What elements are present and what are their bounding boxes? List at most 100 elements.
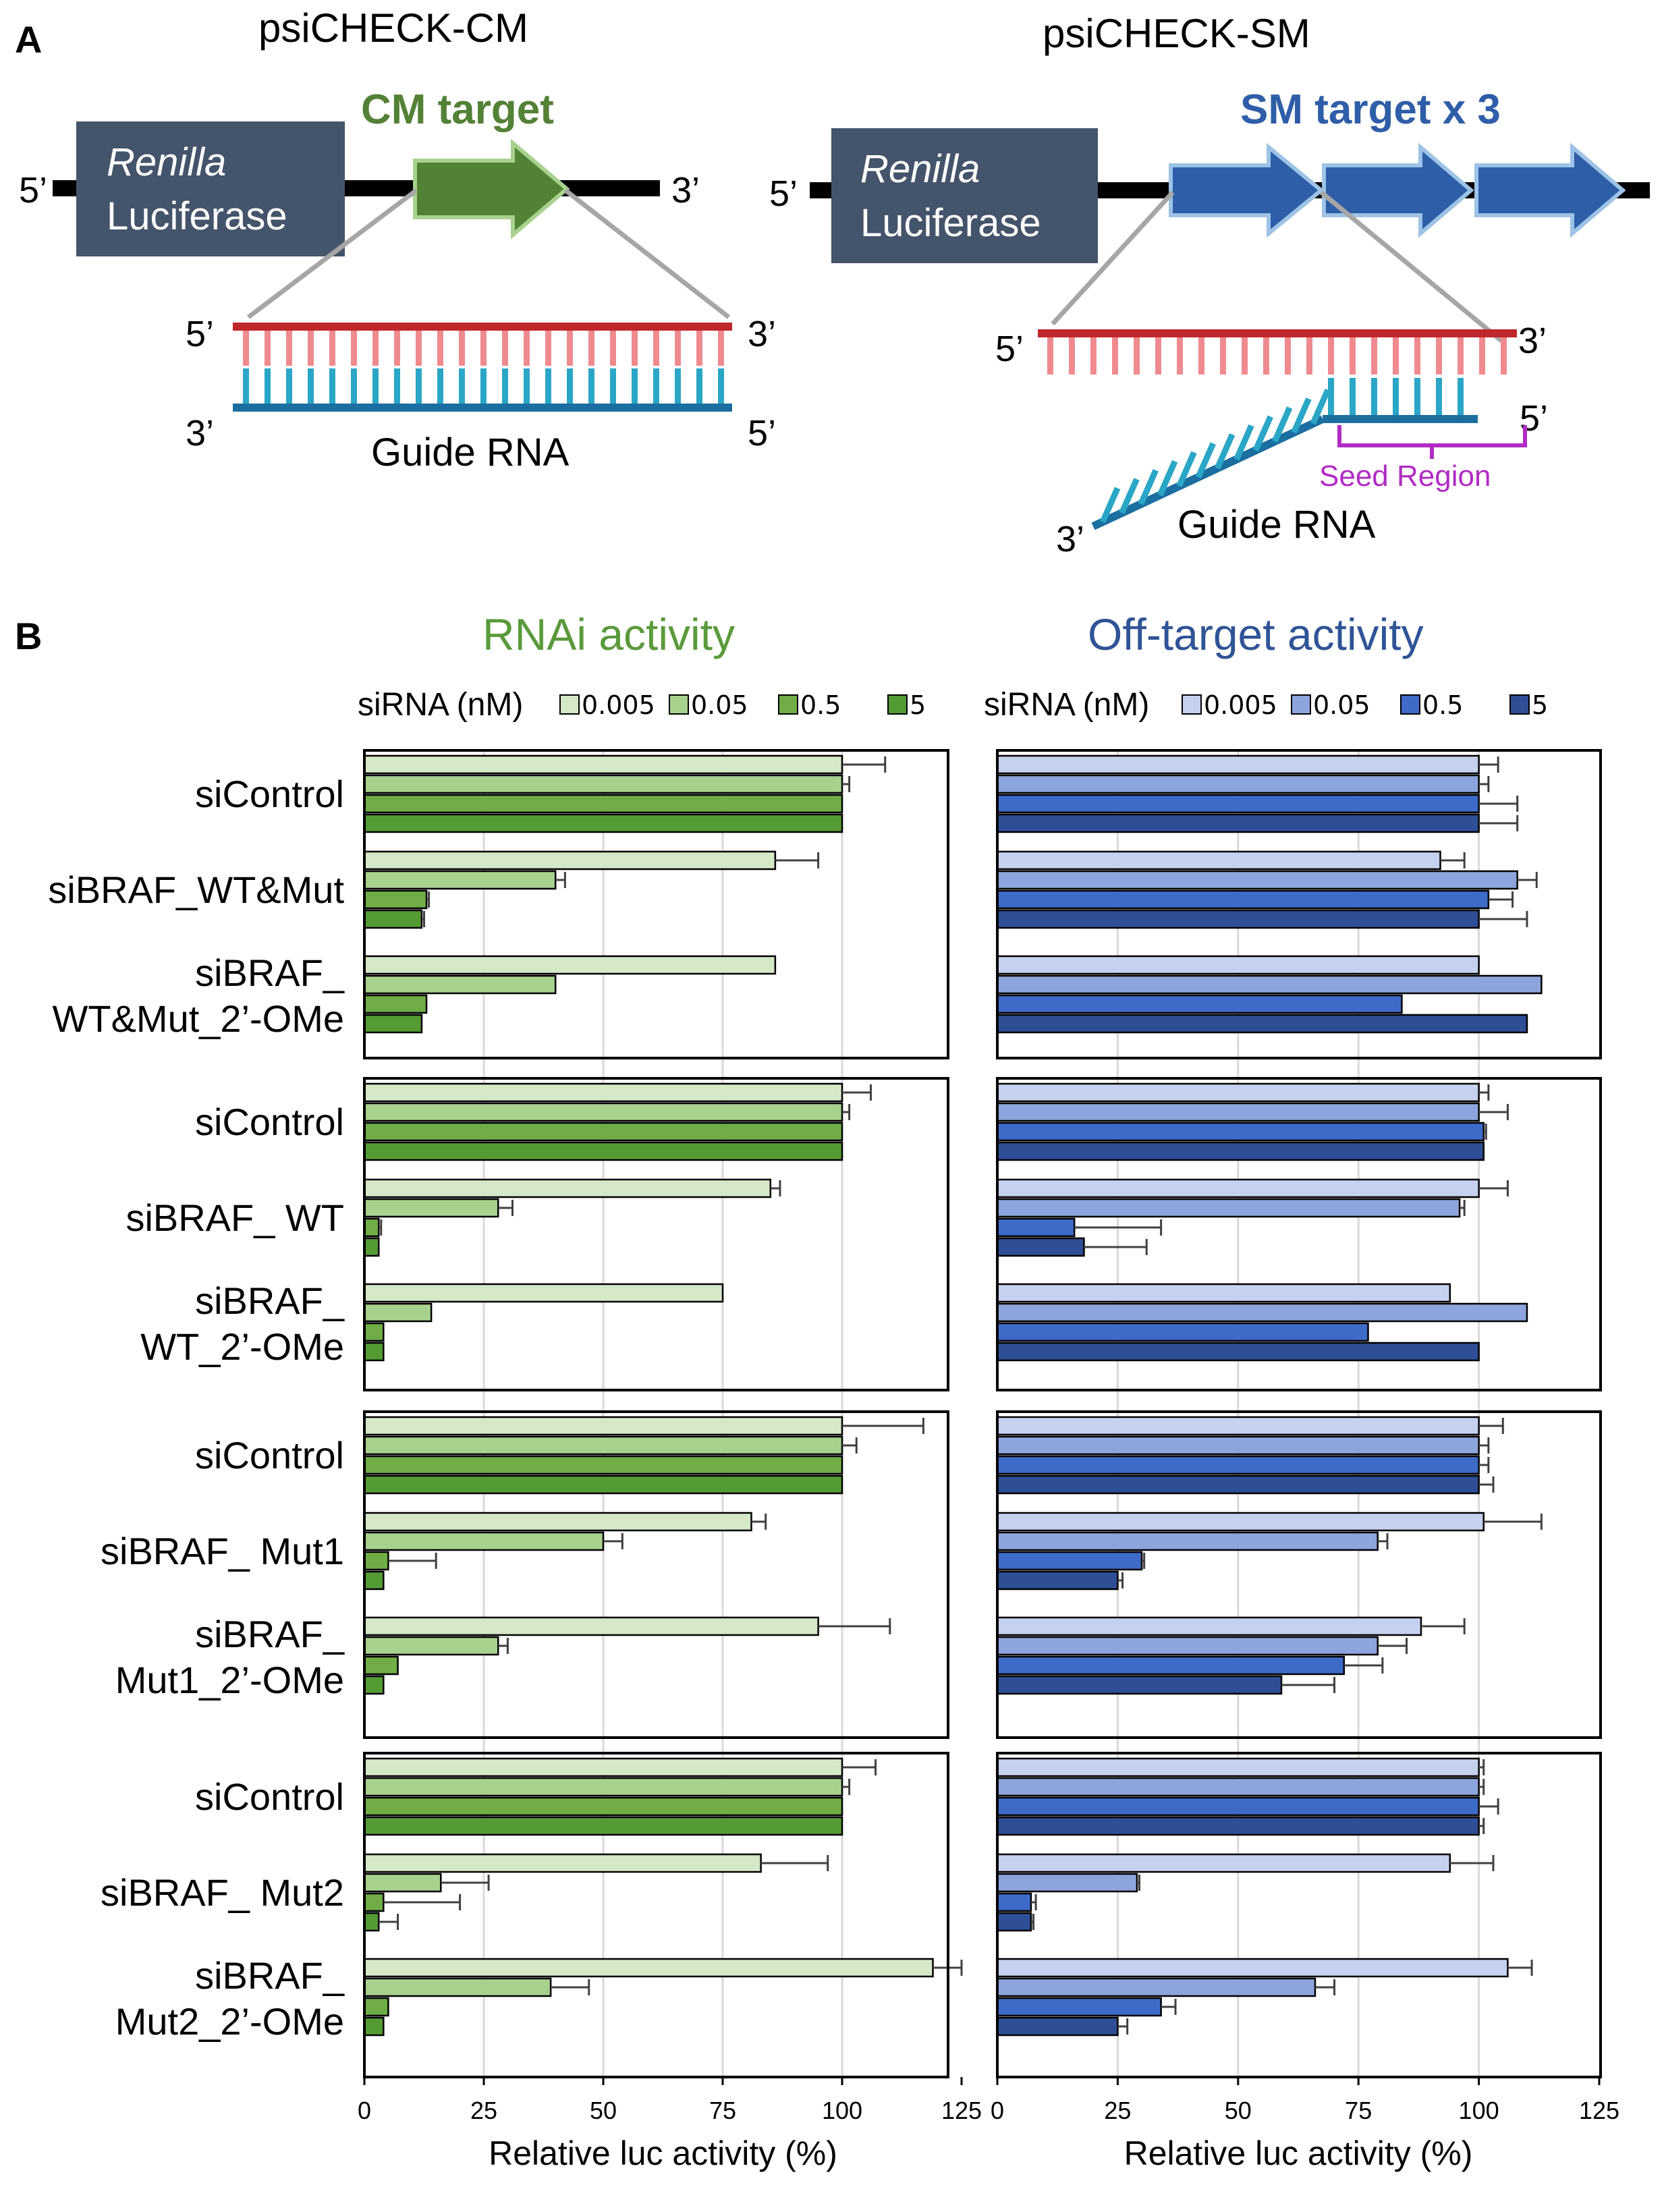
- cm-guide-tooth: [329, 368, 335, 404]
- cm-guide-tooth: [675, 368, 681, 404]
- sm-target-tooth: [1198, 337, 1204, 375]
- legend-swatch: [778, 694, 798, 715]
- cm-guide-tooth: [480, 368, 487, 404]
- bar: [363, 1892, 385, 1912]
- cm-luciferase-italic: Renilla: [107, 140, 226, 184]
- cm-target-label: CM target: [361, 86, 554, 133]
- legend-entry-label: 0.005: [1204, 690, 1277, 720]
- bar: [363, 1302, 433, 1323]
- sm-target-tooth: [1263, 337, 1269, 375]
- cm-guide-tooth: [243, 368, 249, 404]
- cm-guide-tooth: [502, 368, 508, 404]
- bar: [996, 1570, 1119, 1591]
- cm-luciferase-box: [76, 121, 345, 256]
- cm-target-tooth: [567, 331, 573, 366]
- x-tick-label: 25: [470, 2097, 497, 2124]
- cm-guide-tooth: [653, 368, 659, 404]
- bar: [996, 1102, 1480, 1122]
- cm-target-tooth: [632, 331, 638, 366]
- bar: [996, 1636, 1379, 1656]
- x-tick-label: 25: [1104, 2097, 1131, 2124]
- sm-target-tooth: [1501, 337, 1507, 375]
- bar: [363, 1512, 752, 1532]
- chart-title: RNAi activity: [482, 609, 735, 659]
- bar: [996, 1141, 1485, 1161]
- construct-cm: psiCHECK-CM 5’ 3’ Renilla Luciferase CM …: [19, 5, 776, 474]
- cm-duplex-5prime-bottom: 5’: [748, 413, 776, 453]
- x-axis-label: Relative luc activity (%): [489, 2134, 837, 2172]
- off-target-activity-chart: Off-target activity siRNA (nM) 0.005 0.05 0.…: [984, 609, 1619, 2172]
- bar: [363, 1912, 380, 1932]
- bar: [363, 955, 777, 975]
- bar: [996, 1796, 1480, 1817]
- x-tick-label: 125: [1579, 2097, 1619, 2124]
- sm-target-tooth: [1047, 337, 1053, 375]
- bar: [996, 1777, 1480, 1797]
- bar: [996, 1977, 1316, 1997]
- cm-target-tooth: [459, 331, 465, 366]
- sm-target-tooth: [1414, 337, 1420, 375]
- row-label: siBRAF_: [195, 1279, 345, 1322]
- sm-guide-seed-tooth: [1414, 378, 1420, 415]
- cm-target-strand: [233, 323, 732, 331]
- construct-sm-title: psiCHECK-SM: [1043, 11, 1310, 56]
- sm-duplex-5prime-top: 5’: [995, 329, 1024, 369]
- bar: [996, 1958, 1509, 1978]
- cm-backbone-5prime: 5’: [19, 170, 47, 211]
- bar: [996, 1616, 1422, 1636]
- cm-target-arrow-icon: [413, 138, 570, 240]
- sm-target-arrow-icon-1: [1169, 142, 1325, 238]
- bar: [996, 974, 1543, 995]
- sm-luciferase-box: [831, 128, 1098, 263]
- bar: [363, 1636, 499, 1656]
- cm-guide-tooth: [610, 368, 616, 404]
- sm-target-tooth: [1393, 337, 1399, 375]
- sm-guide-seed-tooth: [1393, 378, 1399, 415]
- legend-entry-label: 0.05: [691, 690, 748, 720]
- bar: [996, 1474, 1480, 1495]
- sm-duplex-diagram: [1038, 329, 1517, 530]
- sm-guide-tail-tooth: [1176, 451, 1197, 488]
- sm-target-tooth: [1177, 337, 1183, 375]
- cm-guide-tooth: [394, 368, 400, 404]
- cm-target-tooth: [610, 331, 616, 366]
- bar: [363, 1141, 843, 1161]
- legend-swatch: [1182, 694, 1202, 715]
- group-frame: [363, 749, 949, 1059]
- group-frame: [996, 1077, 1602, 1391]
- bar: [363, 1435, 843, 1456]
- panel-letter-b: B: [15, 615, 42, 657]
- bar: [996, 889, 1490, 910]
- sm-target-tooth: [1458, 337, 1464, 375]
- sm-guide-tail-tooth: [1291, 397, 1312, 434]
- bar: [363, 1958, 934, 1978]
- bar: [996, 994, 1403, 1014]
- sm-target-tooth: [1436, 337, 1442, 375]
- sm-target-strand: [1038, 329, 1517, 337]
- row-label: siBRAF_ Mut1: [101, 1530, 344, 1572]
- bar: [996, 813, 1480, 833]
- bar: [363, 1531, 605, 1551]
- cm-backbone-3prime: 3’: [671, 170, 700, 211]
- bar: [363, 1853, 762, 1873]
- sm-target-tooth: [1069, 337, 1075, 375]
- row-label: siBRAF_ Mut2: [101, 1871, 344, 1914]
- x-tick-label: 100: [1459, 2097, 1499, 2124]
- bar: [996, 1217, 1076, 1238]
- cm-guide-tooth: [437, 368, 443, 404]
- legend-entry-label: 0.5: [1422, 690, 1463, 720]
- cm-target-tooth: [329, 331, 335, 366]
- row-label: WT&Mut_2’-OMe: [53, 997, 345, 1040]
- row-label: siBRAF_: [195, 951, 345, 994]
- bar: [363, 1455, 843, 1475]
- row-label: Mut1_2’-OMe: [115, 1659, 344, 1701]
- cm-target-tooth: [286, 331, 292, 366]
- bar: [363, 1416, 843, 1436]
- bar: [363, 1757, 843, 1777]
- bar: [996, 1551, 1143, 1571]
- legend-entry-label: 5: [910, 690, 926, 720]
- cm-guide-tooth: [459, 368, 465, 404]
- bar: [996, 794, 1480, 814]
- cm-zoom-line-left: [246, 188, 418, 319]
- bar: [996, 1435, 1480, 1456]
